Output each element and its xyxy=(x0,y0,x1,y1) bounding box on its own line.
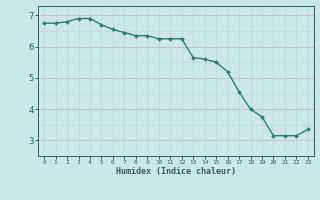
X-axis label: Humidex (Indice chaleur): Humidex (Indice chaleur) xyxy=(116,167,236,176)
